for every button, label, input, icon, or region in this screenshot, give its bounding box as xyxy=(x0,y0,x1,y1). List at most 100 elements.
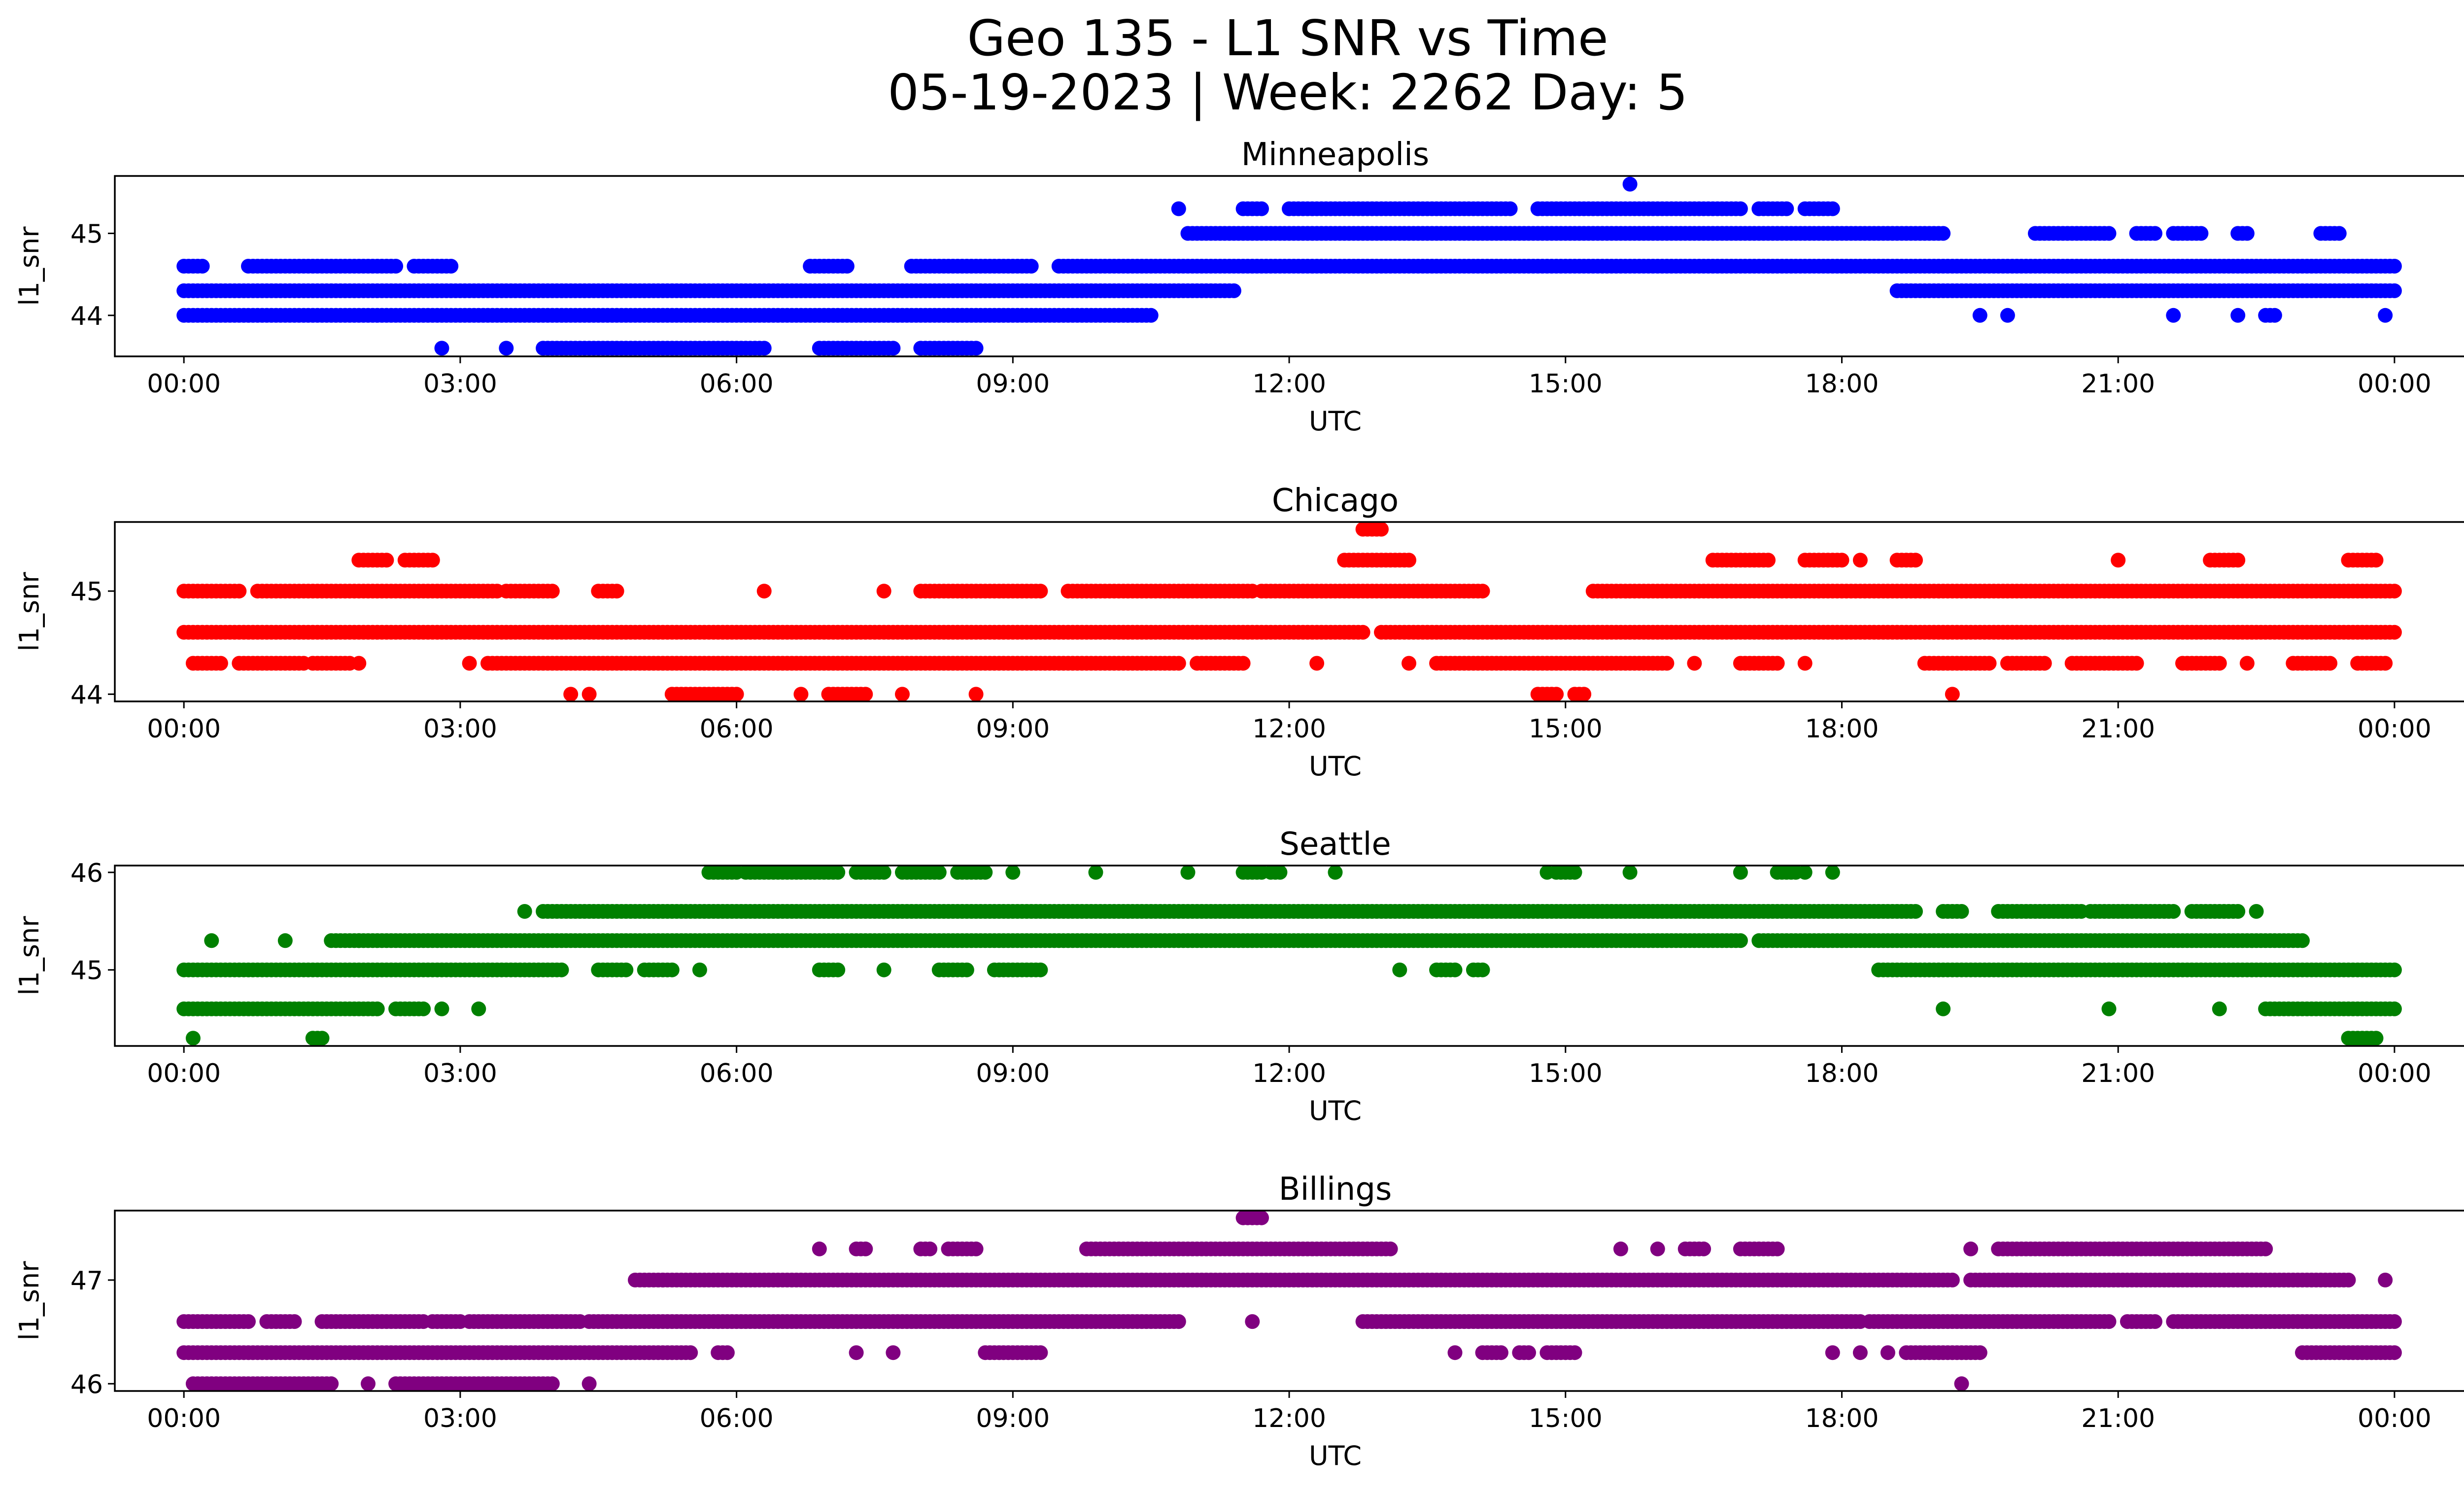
data-point xyxy=(1936,226,1951,241)
data-point xyxy=(204,933,219,948)
data-point xyxy=(545,584,560,599)
data-point xyxy=(2368,1031,2384,1046)
y-tick-label: 45 xyxy=(70,956,103,986)
data-point xyxy=(2378,656,2393,671)
data-point xyxy=(563,687,579,701)
data-point xyxy=(185,1031,201,1046)
x-tick-label: 21:00 xyxy=(2081,1059,2155,1088)
x-tick-label: 00:00 xyxy=(2358,1059,2431,1088)
data-point xyxy=(2193,226,2209,241)
panel-title: Seattle xyxy=(1279,826,1391,863)
x-axis-label: UTC xyxy=(1309,751,1362,782)
x-tick-label: 03:00 xyxy=(423,1059,497,1088)
data-point xyxy=(1309,656,1325,671)
y-axis-label: l1_snr xyxy=(14,572,45,652)
data-point xyxy=(2387,283,2402,298)
data-point xyxy=(692,962,707,977)
x-tick-label: 18:00 xyxy=(1805,369,1879,399)
data-point xyxy=(1880,1345,1895,1360)
data-point xyxy=(434,341,449,356)
data-point xyxy=(213,656,228,671)
data-point xyxy=(2166,904,2181,919)
data-point xyxy=(978,866,993,880)
data-point xyxy=(554,962,569,977)
data-point xyxy=(1272,866,1288,880)
x-tick-label: 12:00 xyxy=(1252,369,1326,399)
data-point xyxy=(2378,308,2393,323)
data-point xyxy=(545,1376,560,1391)
data-point xyxy=(895,687,910,701)
data-point xyxy=(2148,1314,2162,1329)
data-point xyxy=(2230,904,2246,919)
data-point xyxy=(2000,308,2015,323)
data-point xyxy=(1852,553,1868,568)
data-point xyxy=(1402,656,1416,671)
data-point xyxy=(582,1376,597,1391)
data-point xyxy=(1402,553,1416,568)
data-point xyxy=(1825,1345,1840,1360)
data-point xyxy=(2267,308,2282,323)
x-axis-label: UTC xyxy=(1309,406,1362,437)
data-point xyxy=(1024,259,1039,274)
data-point xyxy=(351,656,367,671)
data-point xyxy=(1005,866,1021,880)
data-point xyxy=(1033,584,1048,599)
data-point xyxy=(968,341,984,356)
data-point xyxy=(1033,1345,1048,1360)
panel-title: Billings xyxy=(1279,1171,1392,1208)
data-point xyxy=(434,1001,449,1016)
data-point xyxy=(2212,1001,2227,1016)
y-tick-label: 45 xyxy=(70,219,103,249)
data-point xyxy=(2249,904,2264,919)
data-point xyxy=(1733,866,1748,880)
data-point xyxy=(931,866,947,880)
data-point xyxy=(517,904,532,919)
data-point xyxy=(849,1345,864,1360)
x-tick-label: 21:00 xyxy=(2081,369,2155,399)
data-point xyxy=(1622,866,1638,880)
data-point xyxy=(2387,1314,2402,1329)
y-tick-label: 44 xyxy=(70,302,103,331)
x-tick-label: 00:00 xyxy=(2358,369,2431,399)
y-tick-label: 44 xyxy=(70,680,103,710)
data-point xyxy=(370,1001,385,1016)
x-tick-label: 15:00 xyxy=(1529,369,1603,399)
data-point xyxy=(830,962,846,977)
x-tick-label: 12:00 xyxy=(1252,714,1326,744)
data-point xyxy=(1033,962,1048,977)
y-tick-label: 45 xyxy=(70,577,103,607)
data-point xyxy=(462,656,477,671)
figure-title: Geo 135 - L1 SNR vs Time xyxy=(967,9,1608,67)
data-point xyxy=(618,962,634,977)
data-point xyxy=(968,1241,984,1256)
data-point xyxy=(1143,308,1159,323)
figure-subtitle: 05-19-2023 | Week: 2262 Day: 5 xyxy=(888,64,1687,121)
data-point xyxy=(858,687,873,701)
data-point xyxy=(2230,553,2246,568)
data-point xyxy=(2239,656,2255,671)
data-point xyxy=(1392,962,1407,977)
y-axis-label: l1_snr xyxy=(14,226,45,306)
data-point xyxy=(444,259,459,274)
data-point xyxy=(1834,553,1849,568)
data-point xyxy=(1945,1272,1960,1287)
x-tick-label: 00:00 xyxy=(147,369,221,399)
data-point xyxy=(1171,656,1186,671)
data-point xyxy=(1945,687,1960,701)
data-point xyxy=(1936,1001,1951,1016)
data-point xyxy=(2387,584,2402,599)
data-point xyxy=(1521,1345,1536,1360)
data-point xyxy=(756,341,772,356)
data-point xyxy=(2323,656,2338,671)
data-point xyxy=(1328,866,1343,880)
data-point xyxy=(1576,687,1592,701)
data-point xyxy=(968,687,984,701)
x-tick-label: 03:00 xyxy=(423,714,497,744)
x-axis-label: UTC xyxy=(1309,1095,1362,1126)
x-tick-label: 06:00 xyxy=(700,714,774,744)
data-point xyxy=(425,553,440,568)
data-point xyxy=(719,1345,735,1360)
